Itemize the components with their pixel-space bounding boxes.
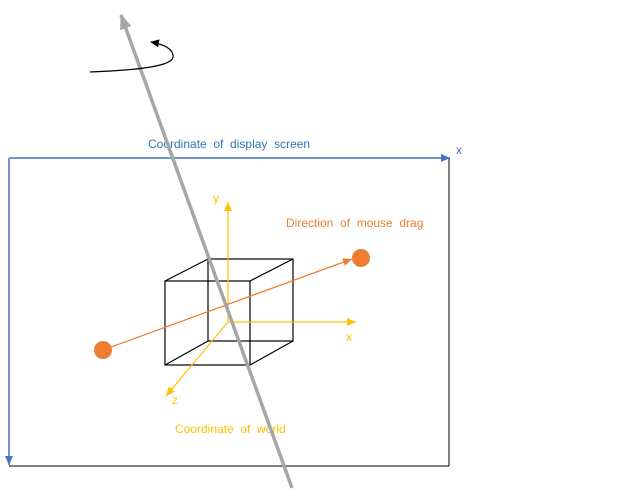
screen-coordinate-label: Coordinate of display screen: [148, 137, 310, 151]
display-screen-frame: [5, 154, 450, 467]
world-x-axis-label: x: [346, 330, 352, 344]
drag-end-point-icon: [352, 249, 370, 267]
rotation-axis-arrow: [119, 14, 294, 489]
cube-back-face: [207, 258, 294, 342]
world-axes: [165, 202, 356, 397]
world-coordinate-label: Coordinate of world: [175, 422, 286, 436]
cube-edge: [164, 340, 209, 366]
screen-x-axis-label: x: [456, 143, 462, 157]
drag-start-point-icon: [94, 341, 112, 359]
cube-edge: [249, 258, 294, 282]
curved-rotation-arrow-icon: [89, 39, 174, 73]
cube-wireframe: [164, 258, 294, 366]
world-y-axis-label: y: [213, 191, 219, 205]
mouse-drag-label: Direction of mouse drag: [286, 216, 423, 230]
world-z-axis: [165, 321, 229, 397]
cube-edge: [249, 340, 294, 366]
world-z-axis-label: z: [172, 393, 178, 407]
cube-edge: [164, 258, 209, 282]
